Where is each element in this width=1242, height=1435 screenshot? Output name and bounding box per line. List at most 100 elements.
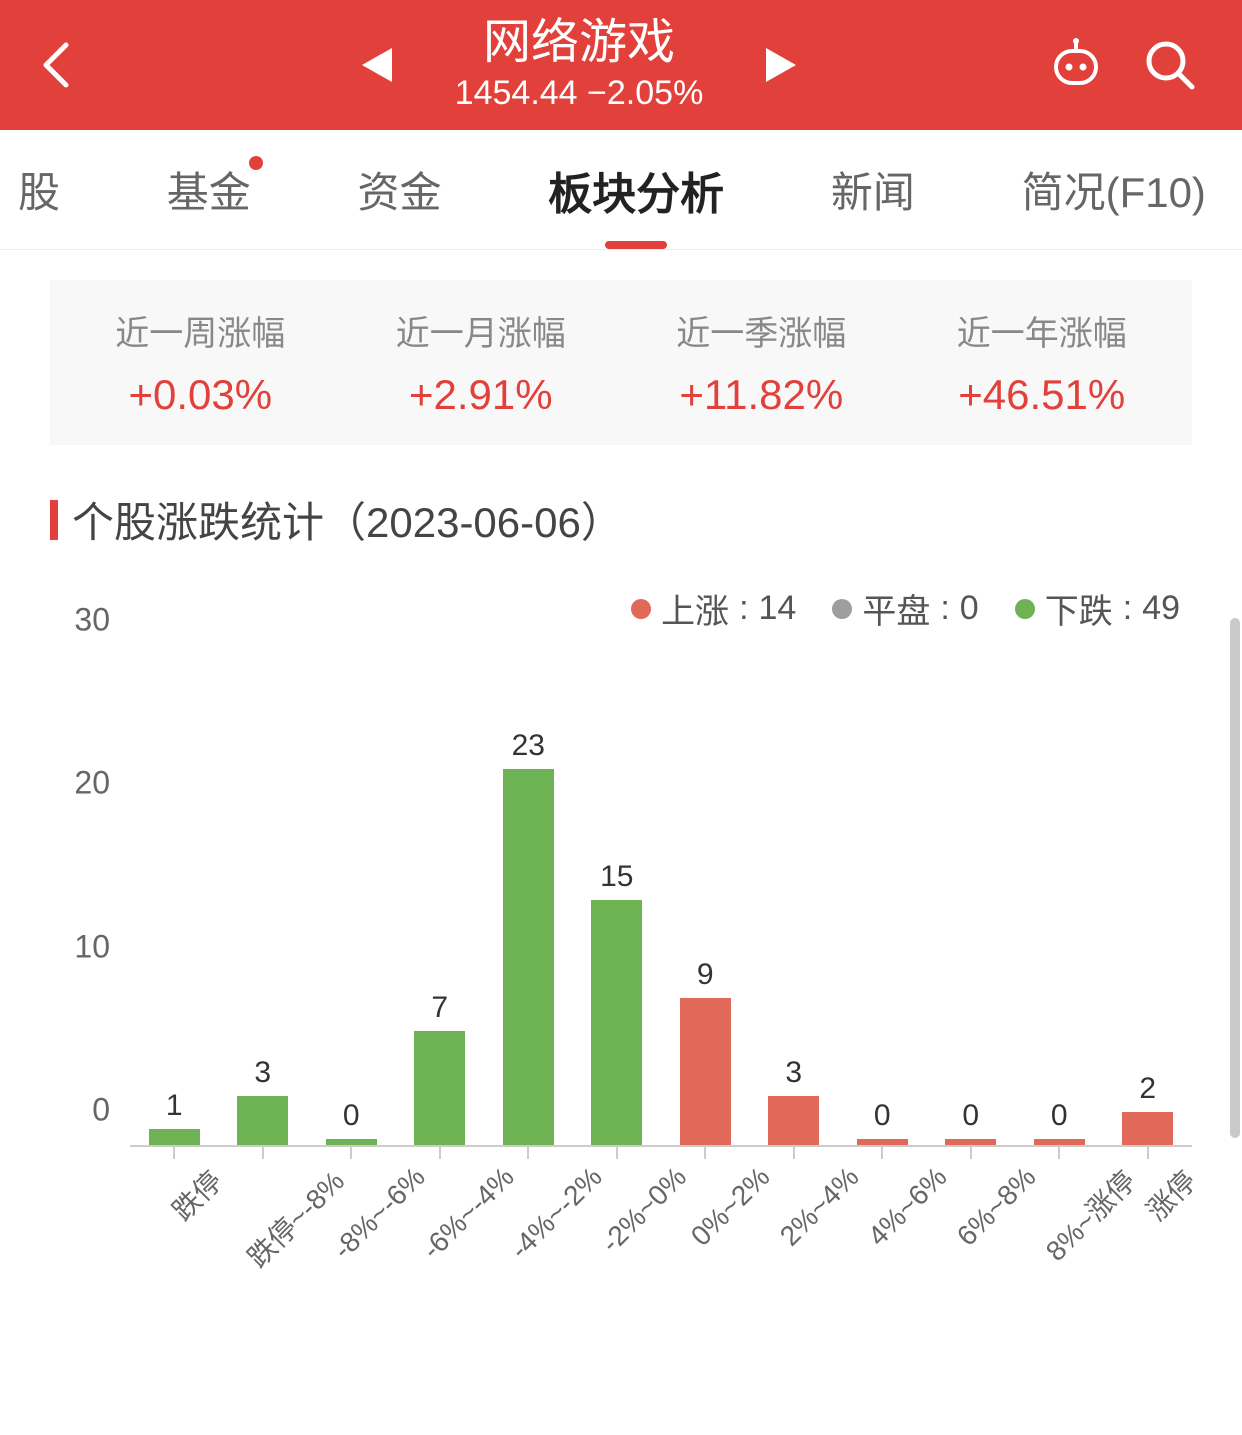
bar-value-label: 9 — [697, 958, 714, 992]
y-tick-label: 30 — [74, 602, 110, 639]
chart-plot-area: 13072315930002 — [130, 657, 1192, 1147]
x-slot: 涨停 — [1104, 1147, 1193, 1357]
chevron-left-icon — [40, 41, 70, 89]
tab-label: 板块分析 — [548, 158, 724, 222]
x-slot: -8%~-6% — [307, 1147, 396, 1357]
section-title-date: （2023-06-06） — [324, 489, 623, 550]
prev-sector-button[interactable] — [355, 43, 399, 87]
legend-up: 上涨: 14 — [631, 584, 796, 633]
stat-value: +11.82% — [621, 371, 902, 419]
x-tick-mark — [616, 1147, 618, 1159]
bar-rect[interactable] — [149, 1129, 200, 1145]
bar-rect[interactable] — [857, 1139, 908, 1145]
stat-cell: 近一年涨幅 +46.51% — [902, 306, 1183, 419]
bar-value-label: 3 — [785, 1056, 802, 1090]
assistant-button[interactable] — [1048, 37, 1104, 93]
bar-rect[interactable] — [768, 1096, 819, 1145]
legend-down-dot — [1015, 599, 1035, 619]
legend-flat-dot — [832, 599, 852, 619]
stat-value: +46.51% — [902, 371, 1183, 419]
bar-rect[interactable] — [1122, 1112, 1173, 1145]
stat-label: 近一季涨幅 — [621, 306, 902, 355]
x-tick-mark — [173, 1147, 175, 1159]
bar-slot: 0 — [927, 657, 1016, 1145]
header-actions — [1048, 37, 1242, 93]
period-returns-panel: 近一周涨幅+0.03%近一月涨幅+2.91%近一季涨幅+11.82%近一年涨幅+… — [50, 280, 1192, 445]
bar-slot: 1 — [130, 657, 219, 1145]
x-slot: 4%~6% — [838, 1147, 927, 1357]
tab-板块分析[interactable]: 板块分析 — [530, 130, 742, 249]
chart-legend: 上涨: 14 平盘: 0 下跌: 49 — [0, 560, 1242, 633]
header-title-block[interactable]: 网络游戏 1454.44 −2.05% — [455, 17, 704, 113]
tab-简况(F10)[interactable]: 简况(F10) — [1004, 130, 1224, 249]
x-slot: 2%~4% — [750, 1147, 839, 1357]
x-tick-mark — [704, 1147, 706, 1159]
y-tick-label: 10 — [74, 928, 110, 965]
tab-bar: 股基金资金 板块分析 新闻 简况(F10) — [0, 130, 1242, 250]
bar-slot: 0 — [1015, 657, 1104, 1145]
y-tick-label: 0 — [92, 1092, 110, 1129]
bar-rect[interactable] — [680, 998, 731, 1145]
bar-value-label: 0 — [962, 1099, 979, 1133]
x-slot: 跌停~-8% — [219, 1147, 308, 1357]
x-tick-mark — [1058, 1147, 1060, 1159]
legend-flat-label: 平盘 — [862, 584, 930, 633]
stat-value: +0.03% — [60, 371, 341, 419]
tab-股[interactable]: 股 — [0, 130, 78, 249]
x-tick-mark — [1147, 1147, 1149, 1159]
next-sector-button[interactable] — [759, 43, 803, 87]
bar-value-label: 1 — [166, 1089, 183, 1123]
scrollbar-thumb[interactable] — [1230, 618, 1240, 1138]
bar-slot: 9 — [661, 657, 750, 1145]
back-button[interactable] — [0, 0, 110, 130]
section-accent-bar — [50, 500, 58, 540]
tab-label: 简况(F10) — [1022, 159, 1206, 220]
bar-rect[interactable] — [414, 1031, 465, 1145]
bar-slot: 15 — [573, 657, 662, 1145]
triangle-left-icon — [362, 48, 392, 82]
y-tick-label: 20 — [74, 765, 110, 802]
bar-rect[interactable] — [326, 1139, 377, 1145]
section-title-text: 个股涨跌统计 — [72, 489, 324, 550]
bar-rect[interactable] — [503, 769, 554, 1145]
legend-down-value: 49 — [1142, 589, 1180, 628]
tab-新闻[interactable]: 新闻 — [813, 130, 933, 249]
tab-基金[interactable]: 基金 — [149, 130, 269, 249]
triangle-right-icon — [766, 48, 796, 82]
bar-slot: 7 — [396, 657, 485, 1145]
chart-y-axis: 0102030 — [50, 657, 120, 1147]
bar-value-label: 23 — [512, 729, 545, 763]
sector-change: −2.05% — [587, 74, 703, 112]
legend-flat: 平盘: 0 — [832, 584, 978, 633]
x-tick-mark — [262, 1147, 264, 1159]
robot-icon — [1048, 37, 1104, 93]
distribution-chart: 0102030 13072315930002 跌停跌停~-8%-8%~-6%-6… — [50, 657, 1192, 1357]
stat-cell: 近一月涨幅+2.91% — [341, 306, 622, 419]
x-slot: -2%~0% — [573, 1147, 662, 1357]
legend-flat-value: 0 — [960, 589, 979, 628]
bar-rect[interactable] — [237, 1096, 288, 1145]
header-center: 网络游戏 1454.44 −2.05% — [110, 17, 1048, 113]
bar-rect[interactable] — [1034, 1139, 1085, 1145]
bar-rect[interactable] — [591, 900, 642, 1145]
sector-subtitle: 1454.44 −2.05% — [455, 74, 704, 113]
x-slot: 8%~涨停 — [1015, 1147, 1104, 1357]
tab-资金[interactable]: 资金 — [339, 130, 459, 249]
search-button[interactable] — [1142, 37, 1198, 93]
bar-rect[interactable] — [945, 1139, 996, 1145]
sector-title: 网络游戏 — [455, 17, 704, 70]
x-tick-mark — [527, 1147, 529, 1159]
stat-label: 近一年涨幅 — [902, 306, 1183, 355]
bar-value-label: 2 — [1139, 1072, 1156, 1106]
bar-value-label: 3 — [254, 1056, 271, 1090]
x-slot: 6%~8% — [927, 1147, 1016, 1357]
tab-label: 新闻 — [831, 159, 915, 220]
tab-underline — [605, 241, 667, 249]
stat-label: 近一月涨幅 — [341, 306, 622, 355]
bar-slot: 0 — [307, 657, 396, 1145]
stats-wrapper: 近一周涨幅+0.03%近一月涨幅+2.91%近一季涨幅+11.82%近一年涨幅+… — [0, 250, 1242, 445]
bar-slot: 3 — [219, 657, 308, 1145]
bar-slot: 2 — [1104, 657, 1193, 1145]
x-tick-mark — [439, 1147, 441, 1159]
section-title: 个股涨跌统计 （2023-06-06） — [0, 445, 1242, 560]
